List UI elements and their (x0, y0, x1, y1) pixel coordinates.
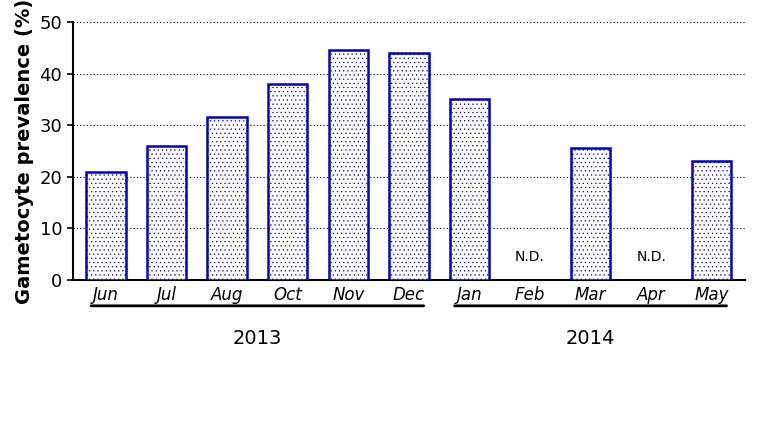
Bar (450, 99, 489, 280)
Bar (328, 51, 368, 280)
Bar (268, 84, 307, 280)
Bar (692, 161, 731, 280)
Bar (147, 146, 186, 280)
Text: 2014: 2014 (566, 329, 616, 348)
Bar (87, 172, 125, 280)
Text: N.D.: N.D. (515, 250, 545, 264)
Y-axis label: Gametocyte prevalence (%): Gametocyte prevalence (%) (15, 0, 34, 303)
Text: 2013: 2013 (233, 329, 282, 348)
Text: N.D.: N.D. (636, 250, 666, 264)
Bar (207, 117, 247, 280)
Bar (389, 53, 429, 280)
Bar (571, 149, 610, 280)
